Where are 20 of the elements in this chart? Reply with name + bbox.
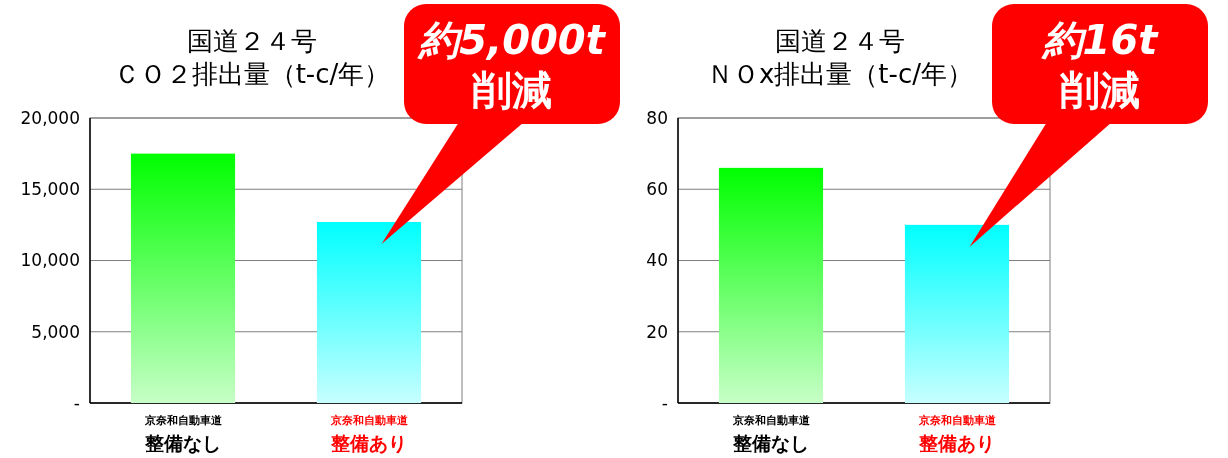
chart-subtitle: ＣＯ２排出量（t-c/年） [113, 59, 391, 89]
y-tick-label: 10,000 [20, 250, 80, 271]
x-tick-label: 京奈和自動車道整備なし [731, 414, 811, 454]
y-tick-label: 40 [646, 250, 668, 271]
y-tick-label: - [661, 392, 668, 413]
y-tick-label: 20 [646, 321, 668, 342]
x-tick-label: 京奈和自動車道整備なし [143, 414, 223, 454]
text: 約16t 削減 [1040, 17, 1160, 113]
text: 約5,000t 削減 [417, 17, 607, 113]
y-tick-label: 15,000 [20, 179, 80, 200]
y-tick-label: 80 [646, 107, 668, 128]
x-tick-label: 京奈和自動車道整備あり [329, 414, 409, 454]
x-tick-label: 京奈和自動車道整備あり [917, 414, 997, 454]
y-tick-label: - [73, 392, 80, 413]
y-tick-label: 20,000 [20, 107, 80, 128]
y-tick-label: 60 [646, 179, 668, 200]
chart-title: 国道２４号 [775, 26, 905, 56]
y-tick-label: 5,000 [31, 321, 80, 342]
chart-title: 国道２４号 [187, 26, 317, 56]
chart-subtitle: ＮＯx排出量（t-c/年） [706, 59, 974, 89]
